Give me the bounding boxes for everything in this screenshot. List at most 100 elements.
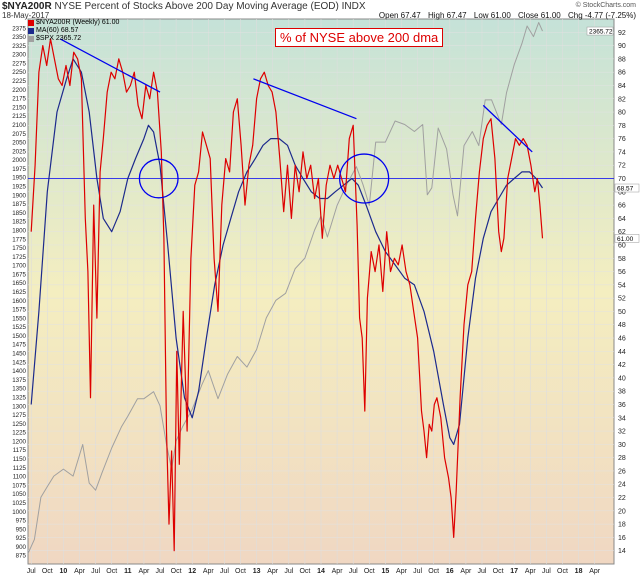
right-tick-label: 64 — [618, 216, 626, 223]
x-tick-label: 12 — [188, 568, 196, 575]
x-tick-label: Apr — [589, 568, 601, 575]
right-tick-label: 82 — [618, 96, 626, 103]
right-tick-label: 62 — [618, 229, 626, 236]
left-tick-label: 875 — [16, 553, 27, 560]
left-tick-label: 1600 — [12, 298, 26, 305]
left-tick-label: 1300 — [12, 403, 26, 410]
left-tick-label: 1700 — [12, 263, 26, 270]
x-tick-label: 13 — [253, 568, 261, 575]
left-tick-label: 1500 — [12, 333, 26, 340]
x-tick-label: Oct — [493, 568, 504, 575]
right-tick-label: 40 — [618, 375, 626, 382]
left-tick-label: 1875 — [12, 201, 26, 208]
left-tick-label: 1400 — [12, 368, 26, 375]
right-tick-label: 16 — [618, 535, 626, 542]
legend-text: MA(60) 68.57 — [36, 27, 79, 34]
left-tick-label: 2125 — [12, 113, 26, 120]
open-value: Open 67.47 — [378, 11, 421, 20]
right-tick-label: 74 — [618, 149, 626, 156]
legend-text: $NYA200R (Weekly) 61.00 — [36, 19, 120, 26]
right-tick-label: 42 — [618, 362, 626, 369]
right-tick-label: 84 — [618, 83, 626, 90]
left-tick-label: 950 — [16, 526, 27, 533]
legend-text: $SPX 2365.72 — [36, 35, 82, 42]
right-tick-label: 78 — [618, 123, 626, 130]
right-tick-label: 58 — [618, 256, 626, 263]
x-tick-label: Oct — [42, 568, 53, 575]
x-tick-label: Jul — [91, 568, 100, 575]
x-tick-label: Apr — [138, 568, 150, 575]
right-tick-label: 22 — [618, 495, 626, 502]
ohlc-readout: Open 67.47 High 67.47 Low 61.00 Close 61… — [374, 11, 636, 20]
left-tick-label: 1625 — [12, 289, 26, 296]
left-tick-label: 1650 — [12, 280, 26, 287]
right-tick-label: 92 — [618, 30, 626, 37]
right-tick-label: 76 — [618, 136, 626, 143]
x-tick-label: Oct — [235, 568, 246, 575]
x-tick-label: Apr — [525, 568, 537, 575]
x-tick-label: Apr — [460, 568, 472, 575]
right-tick-label: 18 — [618, 522, 626, 529]
right-tick-label: 88 — [618, 56, 626, 63]
left-tick-label: 2200 — [12, 87, 26, 94]
x-tick-label: Jul — [27, 568, 36, 575]
right-tick-label: 46 — [618, 336, 626, 343]
x-tick-label: Jul — [284, 568, 293, 575]
left-tick-label: 1475 — [12, 342, 26, 349]
legend-swatch — [28, 28, 34, 34]
left-tick-label: 1800 — [12, 227, 26, 234]
x-tick-label: Apr — [203, 568, 215, 575]
right-tick-label: 28 — [618, 455, 626, 462]
left-tick-label: 1750 — [12, 245, 26, 252]
x-tick-label: 11 — [124, 568, 132, 575]
x-tick-label: Apr — [332, 568, 344, 575]
right-tick-label: 52 — [618, 296, 626, 303]
right-tick-label: 34 — [618, 415, 626, 422]
right-tick-label: 70 — [618, 176, 626, 183]
x-tick-label: 18 — [575, 568, 583, 575]
right-tick-label: 24 — [618, 482, 626, 489]
right-tick-label: 14 — [618, 548, 626, 555]
last-ma-value: 68.57 — [617, 186, 634, 193]
left-tick-label: 1075 — [12, 482, 26, 489]
x-tick-label: 17 — [510, 568, 518, 575]
left-tick-label: 2150 — [12, 104, 26, 111]
right-tick-label: 86 — [618, 70, 626, 77]
left-tick-label: 2100 — [12, 122, 26, 129]
left-tick-label: 1000 — [12, 509, 26, 516]
x-tick-label: Jul — [478, 568, 487, 575]
x-tick-label: Jul — [220, 568, 229, 575]
trendline — [482, 104, 533, 153]
close-value: Close 61.00 — [518, 11, 561, 20]
x-tick-label: Oct — [171, 568, 182, 575]
left-tick-label: 1250 — [12, 421, 26, 428]
left-tick-label: 1350 — [12, 386, 26, 393]
left-tick-label: 1175 — [13, 447, 27, 454]
series-ma60-line — [30, 58, 543, 445]
left-tick-label: 1725 — [12, 254, 26, 261]
left-tick-label: 1950 — [12, 175, 26, 182]
left-tick-label: 1825 — [12, 219, 26, 226]
x-tick-label: Oct — [557, 568, 568, 575]
left-tick-label: 1775 — [12, 236, 26, 243]
description-label: NYSE Percent of Stocks Above 200 Day Mov… — [54, 1, 366, 12]
right-tick-label: 80 — [618, 110, 626, 117]
trendline — [59, 38, 161, 93]
last-ma-value-box — [614, 183, 640, 193]
left-tick-label: 925 — [16, 535, 27, 542]
left-tick-label: 2025 — [12, 148, 26, 155]
left-tick-label: 1225 — [12, 430, 26, 437]
left-tick-label: 2300 — [12, 52, 26, 59]
x-tick-label: Oct — [106, 568, 117, 575]
left-tick-label: 2225 — [12, 78, 26, 85]
change-value: Chg -4.77 (-7.25%) — [567, 11, 636, 20]
left-tick-label: 1975 — [12, 166, 26, 173]
legend-swatch — [28, 20, 34, 26]
right-tick-label: 56 — [618, 269, 626, 276]
x-tick-label: 16 — [446, 568, 454, 575]
left-tick-label: 2175 — [12, 96, 26, 103]
x-tick-label: Jul — [413, 568, 422, 575]
left-tick-label: 1025 — [12, 500, 26, 507]
chart-annotation: % of NYSE above 200 dma — [275, 28, 444, 47]
right-tick-label: 54 — [618, 282, 626, 289]
